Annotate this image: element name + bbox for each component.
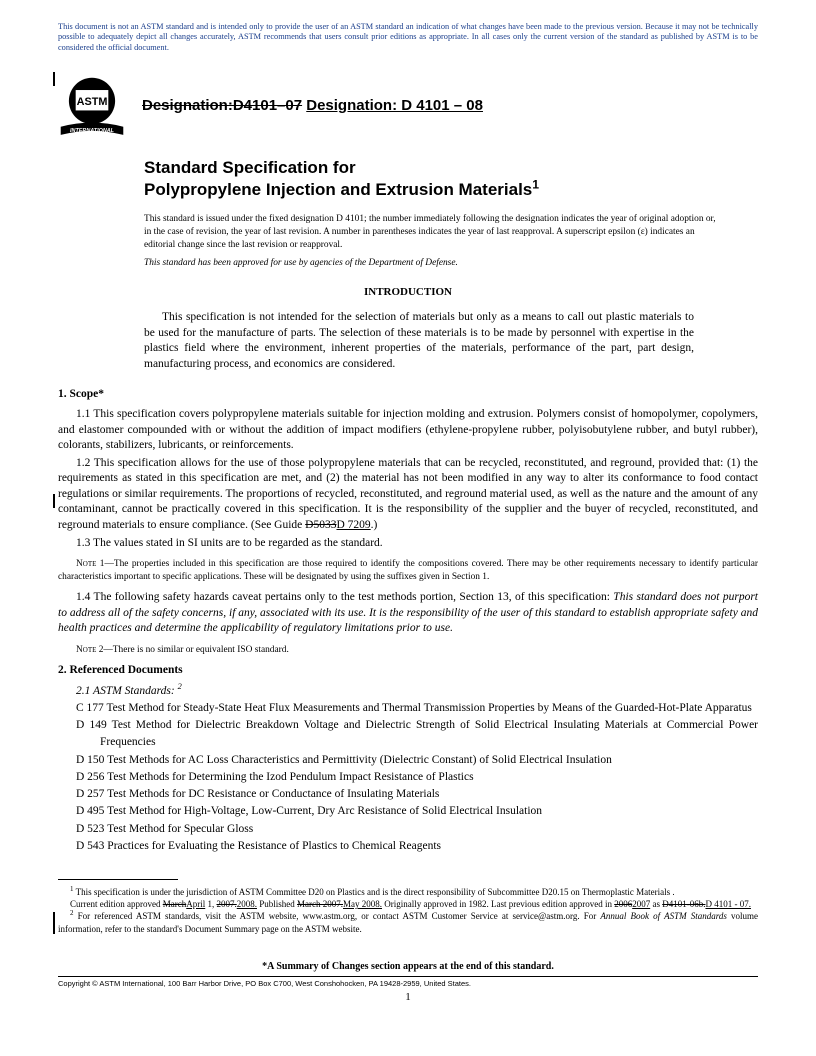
introduction-text: This specification is not intended for t…	[144, 310, 694, 372]
ref-item: C 177 Test Method for Steady-State Heat …	[58, 700, 758, 717]
title-block: Standard Specification for Polypropylene…	[144, 157, 758, 201]
scope-1-1: 1.1 This specification covers polypropyl…	[58, 407, 758, 454]
change-bar-3	[53, 912, 55, 934]
note-2: Note 2—There is no similar or equivalent…	[58, 644, 758, 657]
scope-1-2: 1.2 This specification allows for the us…	[58, 456, 758, 534]
change-bar-2	[53, 494, 55, 508]
ref-item: D 523 Test Method for Specular Gloss	[58, 821, 758, 838]
refs-subheading: 2.1 ASTM Standards: 2	[58, 683, 758, 700]
disclaimer-notice: This document is not an ASTM standard an…	[58, 22, 758, 53]
svg-text:ASTM: ASTM	[77, 96, 108, 108]
scope-1-4: 1.4 The following safety hazards caveat …	[58, 590, 758, 637]
introduction-heading: INTRODUCTION	[58, 286, 758, 298]
change-bar-1	[53, 72, 55, 86]
dod-approval: This standard has been approved for use …	[144, 258, 718, 268]
ref-item: D 149 Test Method for Dielectric Breakdo…	[58, 717, 758, 752]
page-number: 1	[58, 991, 758, 1003]
refs-list: 2.1 ASTM Standards: 2 C 177 Test Method …	[58, 683, 758, 856]
issuance-note: This standard is issued under the fixed …	[144, 213, 718, 251]
ref-item: D 495 Test Method for High-Voltage, Low-…	[58, 803, 758, 820]
scope-heading: 1. Scope*	[58, 388, 758, 400]
title-line2: Polypropylene Injection and Extrusion Ma…	[144, 179, 758, 201]
ref-item: D 543 Practices for Evaluating the Resis…	[58, 838, 758, 855]
summary-of-changes: *A Summary of Changes section appears at…	[58, 961, 758, 972]
footnote-rule	[58, 879, 178, 880]
note-1: Note 1—The properties included in this s…	[58, 558, 758, 583]
designation-line: Designation:D4101–07 Designation: D 4101…	[142, 97, 483, 114]
footnote-1b: Current edition approved MarchApril 1, 2…	[58, 898, 758, 910]
designation-new: Designation: D 4101 – 08	[306, 97, 483, 114]
ref-item: D 150 Test Methods for AC Loss Character…	[58, 752, 758, 769]
designation-old: Designation:D4101–07	[142, 97, 302, 114]
scope-1-3: 1.3 The values stated in SI units are to…	[58, 536, 758, 552]
refs-heading: 2. Referenced Documents	[58, 664, 758, 676]
ref-item: D 257 Test Methods for DC Resistance or …	[58, 786, 758, 803]
footnote-1: 1 This specification is under the jurisd…	[58, 886, 758, 898]
copyright-line: Copyright © ASTM International, 100 Barr…	[58, 976, 758, 988]
astm-logo: ASTM INTERNATIONAL	[58, 71, 126, 139]
footnote-2: 2 For referenced ASTM standards, visit t…	[58, 910, 758, 934]
ref-item: D 256 Test Methods for Determining the I…	[58, 769, 758, 786]
header-row: ASTM INTERNATIONAL Designation:D4101–07 …	[58, 71, 758, 139]
title-line1: Standard Specification for	[144, 157, 758, 179]
svg-text:INTERNATIONAL: INTERNATIONAL	[70, 128, 114, 134]
